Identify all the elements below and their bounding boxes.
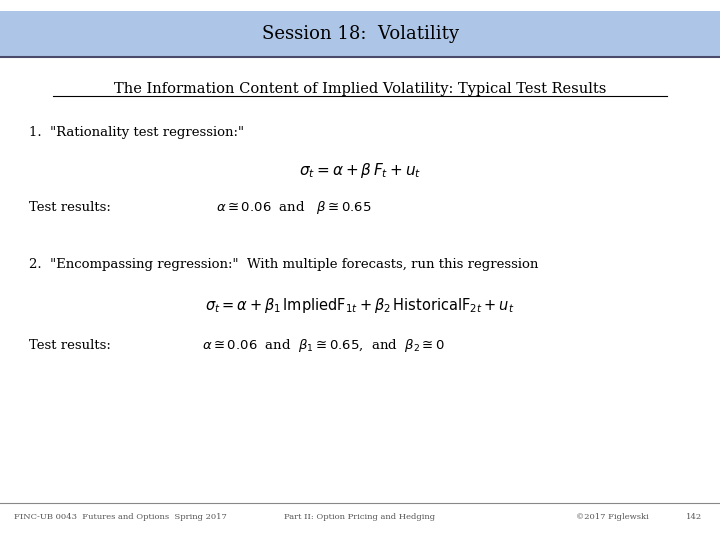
Text: $\alpha \cong 0.06$  and   $\beta \cong 0.65$: $\alpha \cong 0.06$ and $\beta \cong 0.6…	[216, 199, 372, 217]
Text: Part II: Option Pricing and Hedging: Part II: Option Pricing and Hedging	[284, 514, 436, 521]
Text: 1.  "Rationality test regression:": 1. "Rationality test regression:"	[29, 126, 244, 139]
Text: The Information Content of Implied Volatility: Typical Test Results: The Information Content of Implied Volat…	[114, 82, 606, 96]
Text: $\alpha \cong 0.06$  and  $\beta_1 \cong 0.65$,  and  $\beta_2 \cong 0$: $\alpha \cong 0.06$ and $\beta_1 \cong 0…	[202, 337, 445, 354]
Text: Test results:: Test results:	[29, 339, 111, 352]
Text: ©2017 Figlewski: ©2017 Figlewski	[576, 514, 649, 521]
Text: $\sigma_t = \alpha + \beta\, F_t + u_t$: $\sigma_t = \alpha + \beta\, F_t + u_t$	[299, 160, 421, 180]
Text: 2.  "Encompassing regression:"  With multiple forecasts, run this regression: 2. "Encompassing regression:" With multi…	[29, 258, 538, 271]
FancyBboxPatch shape	[0, 11, 720, 57]
Text: Session 18:  Volatility: Session 18: Volatility	[261, 25, 459, 43]
Text: 142: 142	[686, 514, 702, 521]
Text: $\sigma_t = \alpha + \beta_1\,\mathrm{ImpliedF}_{1t} + \beta_2\,\mathrm{Historic: $\sigma_t = \alpha + \beta_1\,\mathrm{Im…	[205, 295, 515, 315]
Text: Test results:: Test results:	[29, 201, 111, 214]
Text: FINC-UB 0043  Futures and Options  Spring 2017: FINC-UB 0043 Futures and Options Spring …	[14, 514, 228, 521]
